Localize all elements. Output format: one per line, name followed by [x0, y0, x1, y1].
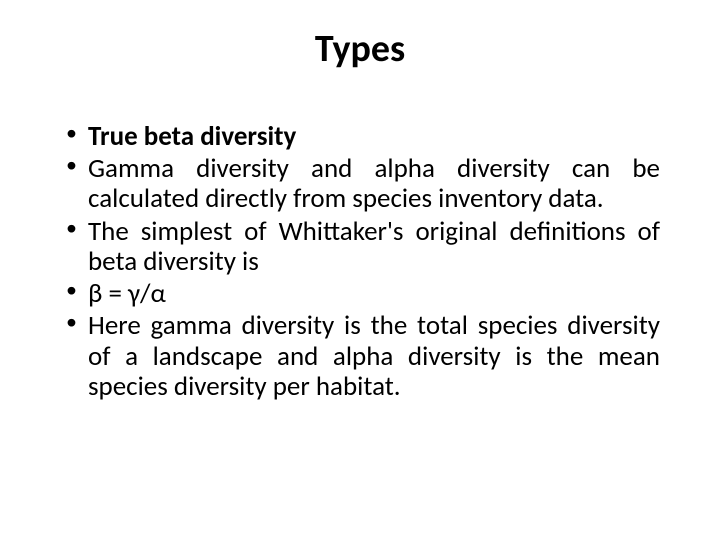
- bullet-text: The simplest of Whittaker's original def…: [88, 215, 660, 278]
- bullet-text: β = γ/α: [88, 277, 166, 310]
- bullet-item: β = γ/α: [60, 279, 660, 309]
- slide-container: Types True beta diversity Gamma diversit…: [0, 0, 720, 540]
- bullet-text: True beta diversity: [88, 120, 296, 153]
- bullet-item: Here gamma diversity is the total specie…: [60, 311, 660, 402]
- bullet-item: Gamma diversity and alpha diversity can …: [60, 154, 660, 214]
- slide-title: Types: [60, 26, 660, 72]
- bullet-list: True beta diversity Gamma diversity and …: [60, 122, 660, 404]
- bullet-item: True beta diversity: [60, 122, 660, 152]
- bullet-item: The simplest of Whittaker's original def…: [60, 217, 660, 277]
- bullet-text: Gamma diversity and alpha diversity can …: [88, 152, 660, 215]
- bullet-text: Here gamma diversity is the total specie…: [88, 309, 660, 402]
